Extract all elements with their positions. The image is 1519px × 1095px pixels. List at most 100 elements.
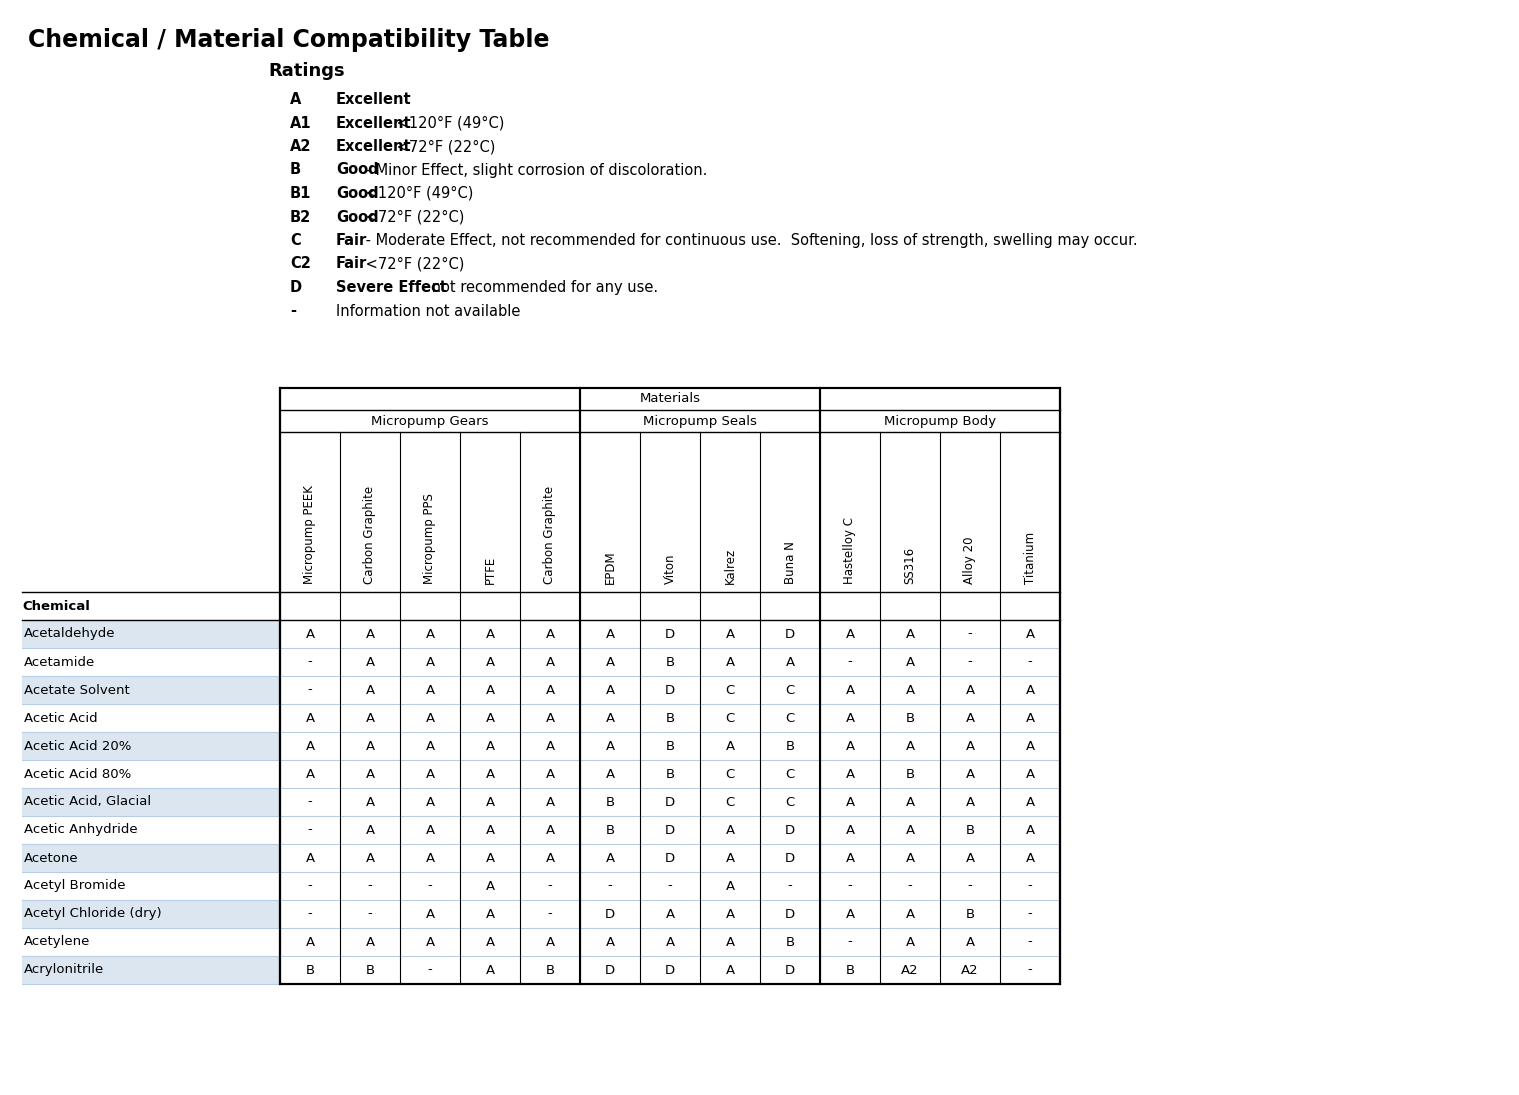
- Text: Acetone: Acetone: [24, 852, 79, 864]
- Text: A: A: [905, 739, 914, 752]
- Text: A: A: [425, 908, 434, 921]
- Text: A: A: [1025, 739, 1034, 752]
- Text: A: A: [486, 627, 495, 641]
- Text: A: A: [545, 768, 554, 781]
- Text: D: D: [605, 908, 615, 921]
- Text: D: D: [290, 280, 302, 295]
- Text: -: -: [428, 879, 433, 892]
- Bar: [279, 388, 1060, 984]
- Text: A: A: [305, 712, 314, 725]
- Text: Micropump Body: Micropump Body: [884, 415, 996, 427]
- Text: B: B: [905, 768, 914, 781]
- Text: A: A: [486, 768, 495, 781]
- Text: A: A: [545, 656, 554, 669]
- Text: A: A: [726, 879, 735, 892]
- Text: -: -: [308, 683, 313, 696]
- Text: A: A: [545, 823, 554, 837]
- Text: -: -: [608, 879, 612, 892]
- Text: Titanium: Titanium: [1024, 532, 1036, 584]
- Text: A: A: [905, 908, 914, 921]
- Text: C: C: [785, 712, 794, 725]
- Text: B: B: [366, 964, 375, 977]
- Text: Acetic Acid 20%: Acetic Acid 20%: [24, 739, 131, 752]
- Text: A: A: [966, 739, 975, 752]
- Text: A: A: [905, 823, 914, 837]
- Text: A: A: [486, 712, 495, 725]
- Text: A: A: [726, 964, 735, 977]
- Text: Chemical: Chemical: [21, 599, 90, 612]
- Text: Acetate Solvent: Acetate Solvent: [24, 683, 129, 696]
- Text: A: A: [846, 712, 855, 725]
- Text: A: A: [425, 683, 434, 696]
- Text: A: A: [606, 852, 615, 864]
- Text: A: A: [905, 852, 914, 864]
- Text: -: -: [308, 879, 313, 892]
- Text: A: A: [966, 683, 975, 696]
- Text: -: -: [548, 879, 553, 892]
- Text: C: C: [726, 712, 735, 725]
- Text: -: -: [308, 908, 313, 921]
- Text: A: A: [665, 908, 674, 921]
- Text: A: A: [366, 795, 375, 808]
- Text: <120°F (49°C): <120°F (49°C): [362, 186, 474, 201]
- Text: A: A: [1025, 712, 1034, 725]
- Text: A: A: [726, 656, 735, 669]
- Text: -: -: [368, 879, 372, 892]
- Text: A: A: [1025, 795, 1034, 808]
- Text: D: D: [605, 964, 615, 977]
- Text: -: -: [968, 627, 972, 641]
- Text: <120°F (49°C): <120°F (49°C): [392, 115, 504, 130]
- Text: A: A: [305, 627, 314, 641]
- Text: -: -: [908, 879, 913, 892]
- Text: A: A: [1025, 823, 1034, 837]
- Bar: [21, 731, 1060, 760]
- Text: A: A: [726, 823, 735, 837]
- Text: B1: B1: [290, 186, 311, 201]
- Text: A: A: [305, 935, 314, 948]
- Text: A: A: [785, 656, 794, 669]
- Text: A: A: [486, 908, 495, 921]
- Text: A: A: [545, 683, 554, 696]
- Text: A: A: [486, 852, 495, 864]
- Text: -: -: [548, 908, 553, 921]
- Text: D: D: [785, 627, 794, 641]
- Bar: [21, 788, 1060, 816]
- Text: -: -: [1028, 935, 1033, 948]
- Text: A: A: [846, 908, 855, 921]
- Text: A: A: [726, 852, 735, 864]
- Text: Acetaldehyde: Acetaldehyde: [24, 627, 115, 641]
- Text: A: A: [366, 768, 375, 781]
- Text: A: A: [905, 795, 914, 808]
- Text: A: A: [366, 852, 375, 864]
- Text: A: A: [486, 935, 495, 948]
- Text: EPDM: EPDM: [603, 551, 617, 584]
- Text: D: D: [665, 852, 674, 864]
- Text: Ratings: Ratings: [267, 62, 345, 80]
- Text: B: B: [606, 823, 615, 837]
- Text: A2: A2: [962, 964, 978, 977]
- Text: Carbon Graphite: Carbon Graphite: [363, 486, 377, 584]
- Text: - Minor Effect, slight corrosion of discoloration.: - Minor Effect, slight corrosion of disc…: [362, 162, 708, 177]
- Text: A: A: [966, 795, 975, 808]
- Text: B: B: [905, 712, 914, 725]
- Text: <72°F (22°C): <72°F (22°C): [362, 256, 465, 272]
- Text: Good: Good: [336, 209, 378, 224]
- Text: A: A: [606, 739, 615, 752]
- Text: Viton: Viton: [664, 553, 676, 584]
- Text: A: A: [665, 935, 674, 948]
- Text: C: C: [726, 795, 735, 808]
- Text: - Moderate Effect, not recommended for continuous use.  Softening, loss of stren: - Moderate Effect, not recommended for c…: [362, 233, 1138, 247]
- Text: Severe Effect: Severe Effect: [336, 280, 447, 295]
- Text: B2: B2: [290, 209, 311, 224]
- Text: -: -: [308, 656, 313, 669]
- Bar: [21, 620, 1060, 648]
- Text: A: A: [305, 739, 314, 752]
- Text: Hastelloy C: Hastelloy C: [843, 517, 857, 584]
- Text: Alloy 20: Alloy 20: [963, 537, 977, 584]
- Text: Micropump PPS: Micropump PPS: [424, 493, 436, 584]
- Text: A: A: [545, 935, 554, 948]
- Text: A: A: [905, 935, 914, 948]
- Text: Good: Good: [336, 186, 378, 201]
- Text: Micropump PEEK: Micropump PEEK: [304, 485, 316, 584]
- Text: A: A: [606, 656, 615, 669]
